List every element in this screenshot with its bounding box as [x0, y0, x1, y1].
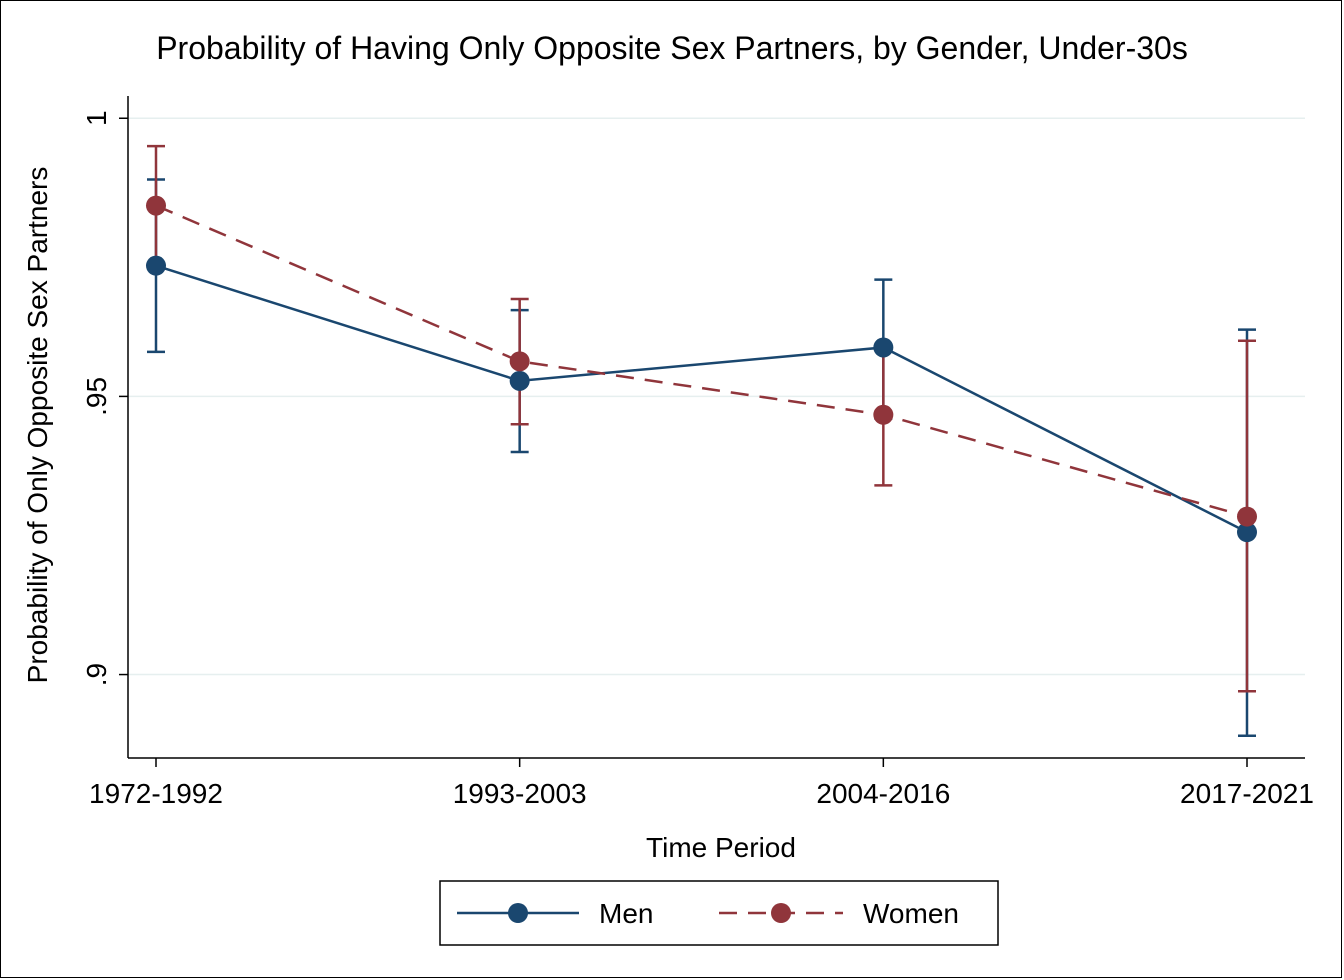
data-point-men: [146, 255, 166, 276]
data-point-men: [1237, 522, 1257, 543]
y-axis-title: Probability of Only Opposite Sex Partner…: [22, 167, 53, 684]
gridlines: [128, 117, 1305, 676]
series-line-women: [155, 204, 1248, 518]
y-tick-label: .95: [81, 377, 112, 416]
y-tick-label: 1: [81, 110, 112, 126]
data-point-men: [509, 370, 530, 391]
x-tick-label: 1993-2003: [453, 778, 587, 809]
legend-marker: [508, 903, 528, 923]
x-tick-label: 2004-2016: [816, 778, 950, 809]
plot-area: [146, 144, 1257, 737]
x-tick-label: 2017-2021: [1180, 778, 1314, 809]
axes: 1 .95 .9 1972-1992 1993-2003 2004-2016 2017-20…: [81, 96, 1314, 809]
legend-label: Men: [599, 898, 653, 929]
data-point-women: [146, 195, 166, 216]
data-point-women: [1237, 506, 1257, 527]
legend-entry-men: Men: [457, 898, 653, 929]
legend: Men Women: [439, 880, 999, 946]
legend-entry-women: Women: [719, 898, 959, 929]
x-tick-label: 1972-1992: [89, 778, 223, 809]
data-point-women: [873, 404, 894, 425]
x-axis-title: Time Period: [646, 832, 796, 863]
legend-marker: [771, 903, 791, 923]
legend-label: Women: [863, 898, 959, 929]
series-line-men: [155, 264, 1248, 534]
chart-title: Probability of Having Only Opposite Sex …: [156, 30, 1188, 66]
y-tick-label: .9: [81, 663, 112, 686]
data-point-men: [873, 337, 894, 358]
data-point-women: [509, 351, 530, 372]
